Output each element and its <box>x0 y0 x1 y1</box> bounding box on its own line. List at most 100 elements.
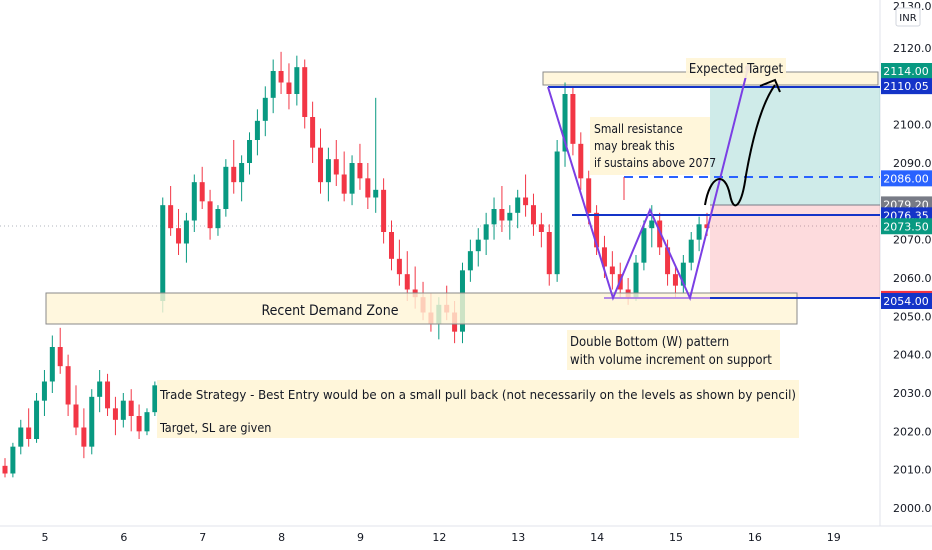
candle <box>388 220 394 271</box>
price-tag-label: 2086.00 <box>883 172 929 185</box>
candle <box>349 155 355 206</box>
candle <box>144 408 150 436</box>
price-tag: 2054.00 <box>881 293 932 309</box>
candle-body <box>89 396 95 447</box>
candle <box>530 193 536 236</box>
candle <box>231 140 237 194</box>
expected-target-label: Expected Target <box>689 62 784 77</box>
currency-badge[interactable] <box>895 7 921 27</box>
candle <box>538 212 544 248</box>
candle-body <box>396 258 402 275</box>
risk-zone <box>710 205 880 297</box>
candle-body <box>349 163 355 194</box>
candle-body <box>318 147 324 183</box>
candle <box>570 86 576 156</box>
candle <box>325 147 331 202</box>
reward-zone <box>710 87 880 205</box>
price-tag-label: 2073.50 <box>883 220 929 233</box>
candle <box>223 159 229 217</box>
candle <box>688 232 694 271</box>
candle-body <box>657 220 663 248</box>
price-tag: 2110.05 <box>881 78 932 95</box>
w-pattern-line <box>547 67 749 302</box>
candle-body <box>467 251 473 271</box>
resistance-note-1: Small resistance <box>594 122 683 136</box>
time-tick-label: 19 <box>827 531 841 544</box>
candle-body <box>81 427 87 447</box>
candle <box>152 381 158 416</box>
candle-body <box>176 228 182 244</box>
time-tick-label: 6 <box>120 531 127 544</box>
candle-body <box>223 166 229 209</box>
candle <box>467 239 473 282</box>
price-tick-label: 2000.00 <box>893 502 932 515</box>
candle-body <box>254 120 260 140</box>
candle <box>183 212 189 263</box>
time-tick-label: 8 <box>278 531 285 544</box>
candle-body <box>373 189 379 198</box>
candle-body <box>530 205 536 225</box>
candle <box>26 408 32 447</box>
candle <box>609 251 615 290</box>
candle <box>57 327 63 374</box>
candle <box>128 389 134 432</box>
currency-label: INR <box>899 13 916 24</box>
candle-body <box>325 159 331 183</box>
candle <box>381 178 387 244</box>
candle-body <box>491 209 497 225</box>
candle-body <box>65 366 71 405</box>
candle-body <box>191 182 197 221</box>
candle <box>318 128 324 194</box>
candle <box>73 385 79 436</box>
pattern-note-1: Double Bottom (W) pattern <box>570 335 729 350</box>
candle-body <box>247 140 253 163</box>
candle-body <box>310 117 316 148</box>
candle-body <box>365 178 371 198</box>
candle <box>112 396 118 436</box>
candle-body <box>523 197 529 206</box>
candle-body <box>215 209 221 229</box>
candle <box>341 151 347 202</box>
pencil-projection <box>704 84 776 207</box>
candle-series <box>2 51 710 478</box>
candle <box>278 51 284 94</box>
candle-body <box>388 232 394 259</box>
candle-body <box>341 174 347 194</box>
candle-body <box>49 347 55 382</box>
time-tick-label: 14 <box>590 531 604 544</box>
time-tick-label: 9 <box>357 531 364 544</box>
candle-body <box>152 385 158 413</box>
candle-body <box>507 212 513 221</box>
candle-body <box>649 220 655 229</box>
candle <box>136 404 142 439</box>
candle <box>10 442 16 478</box>
candle-body <box>120 400 126 420</box>
candle <box>176 209 182 255</box>
candle-body <box>688 239 694 263</box>
candle <box>262 86 268 137</box>
candle-body <box>554 151 560 275</box>
strategy-note-1: Trade Strategy - Best Entry would be on … <box>159 387 796 402</box>
candle-body <box>34 400 40 439</box>
candle <box>515 189 521 229</box>
candle <box>191 174 197 232</box>
candle-body <box>10 446 16 474</box>
candle-body <box>105 381 111 409</box>
candle <box>239 155 245 202</box>
candle <box>657 212 663 255</box>
candle-body <box>404 274 410 290</box>
candle-body <box>73 404 79 428</box>
candle-body <box>609 266 615 275</box>
candle-body <box>97 381 103 397</box>
candle-body <box>160 205 166 301</box>
candle <box>18 419 24 455</box>
candle-body <box>199 182 205 202</box>
candle-body <box>18 427 24 447</box>
candle <box>105 373 111 416</box>
time-tick-label: 5 <box>42 531 49 544</box>
candle-body <box>499 209 505 221</box>
price-tick-label: 2030.00 <box>893 387 932 400</box>
candle <box>523 174 529 217</box>
candle-body <box>601 247 607 267</box>
